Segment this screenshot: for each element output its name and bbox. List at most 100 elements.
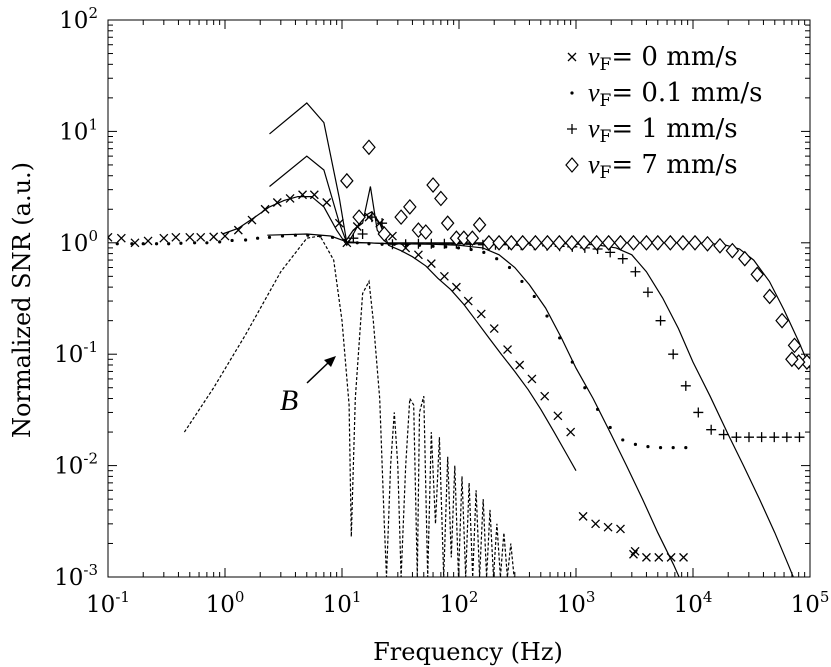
legend-var: v xyxy=(588,114,600,143)
cross-point xyxy=(209,232,219,242)
dot-point xyxy=(367,242,371,246)
plus-point xyxy=(426,238,437,249)
cross-point xyxy=(309,190,319,200)
y-tick-label: 10-3 xyxy=(54,561,98,591)
legend-sub: F xyxy=(600,163,612,183)
dot-point xyxy=(646,445,650,449)
diamond-point xyxy=(540,234,555,251)
plus-point xyxy=(731,432,742,443)
diamond-point xyxy=(394,209,408,226)
cross-point xyxy=(196,232,206,242)
tick-exponent: 1 xyxy=(352,588,362,606)
cross-point xyxy=(540,391,550,401)
plus-point xyxy=(680,380,691,391)
dot-point xyxy=(167,242,171,246)
x-tick-label: 100 xyxy=(206,588,245,618)
dot-point xyxy=(596,407,600,411)
diamond-point xyxy=(785,351,799,368)
annotation-b: B xyxy=(280,356,336,417)
cross-point xyxy=(591,519,601,529)
diamond-point xyxy=(589,234,604,251)
cross-point xyxy=(334,218,344,228)
dot-point xyxy=(684,446,688,450)
dot-point xyxy=(318,234,322,238)
diamond-point xyxy=(737,250,752,267)
cross-point xyxy=(553,411,563,421)
cross-point xyxy=(285,194,295,203)
cross-point xyxy=(413,250,423,260)
legend-text: = 1 mm/s xyxy=(611,114,737,144)
tick-exponent: -2 xyxy=(83,450,98,468)
x-tick-label: 104 xyxy=(674,588,713,618)
dot-point xyxy=(495,257,499,261)
plus-point xyxy=(605,247,616,258)
diamond-point xyxy=(775,312,789,329)
tick-exponent: 0 xyxy=(235,588,245,606)
x-tick-label: 105 xyxy=(791,588,830,618)
cross-point xyxy=(322,198,332,207)
plus-point xyxy=(781,432,792,443)
dot-point xyxy=(330,235,335,239)
plus-point xyxy=(387,239,398,250)
cross-point xyxy=(527,374,537,384)
legend-var: v xyxy=(588,42,600,71)
diamond-point xyxy=(676,234,690,251)
legend-text: = 7 mm/s xyxy=(611,150,737,180)
plus-point xyxy=(718,429,729,440)
dot-point xyxy=(583,386,587,390)
dot-point xyxy=(218,240,222,244)
tick-base: 10 xyxy=(54,454,83,480)
axis-ticks xyxy=(107,19,811,578)
dot-point xyxy=(115,242,119,246)
x-tick-label: 103 xyxy=(557,588,596,618)
tick-exponent: 2 xyxy=(88,4,98,22)
diamond-point xyxy=(750,266,765,283)
cross-point xyxy=(566,427,576,437)
data-series xyxy=(108,102,810,577)
x-tick-label: 101 xyxy=(323,588,362,618)
tick-base: 10 xyxy=(86,592,115,618)
diamond-point xyxy=(650,234,665,251)
tick-base: 10 xyxy=(791,592,820,618)
tick-exponent: 0 xyxy=(88,227,98,245)
cross-point xyxy=(260,204,270,214)
diamond-point xyxy=(528,234,543,251)
cross-point xyxy=(116,233,126,243)
diamond-point xyxy=(362,139,376,156)
tick-base: 10 xyxy=(59,8,88,34)
cross-point xyxy=(503,345,513,355)
dot-point xyxy=(230,238,234,243)
diamond-point xyxy=(564,234,579,251)
plus-point xyxy=(567,124,577,134)
dot-point xyxy=(130,242,134,246)
diamond-point xyxy=(787,337,802,354)
dot-point xyxy=(280,234,285,238)
diamond-point xyxy=(601,234,616,251)
diamond-point xyxy=(639,234,654,251)
dot-point xyxy=(343,238,347,243)
cross-point xyxy=(515,360,525,370)
dot-point xyxy=(380,242,384,246)
legend-sub: F xyxy=(600,91,612,111)
cross-point xyxy=(298,190,308,200)
dot-point xyxy=(507,265,512,270)
diamond-point xyxy=(515,234,530,251)
dot-point xyxy=(244,238,248,242)
diamond-point xyxy=(440,215,455,232)
x-tick-labels: 10-1 100 101 102 103 104 105 xyxy=(86,588,829,618)
cross-point xyxy=(451,282,461,292)
cross-point xyxy=(426,259,436,269)
plus-point xyxy=(400,239,411,250)
diamond-point xyxy=(626,234,641,251)
y-tick-label: 10-2 xyxy=(54,450,98,480)
dot-point xyxy=(570,91,574,95)
cross-point xyxy=(247,215,257,225)
dot-point xyxy=(306,233,310,237)
diamond-point xyxy=(340,172,354,189)
diamond-point xyxy=(377,226,392,242)
tick-base: 10 xyxy=(674,592,703,618)
tick-exponent: -1 xyxy=(115,588,130,606)
